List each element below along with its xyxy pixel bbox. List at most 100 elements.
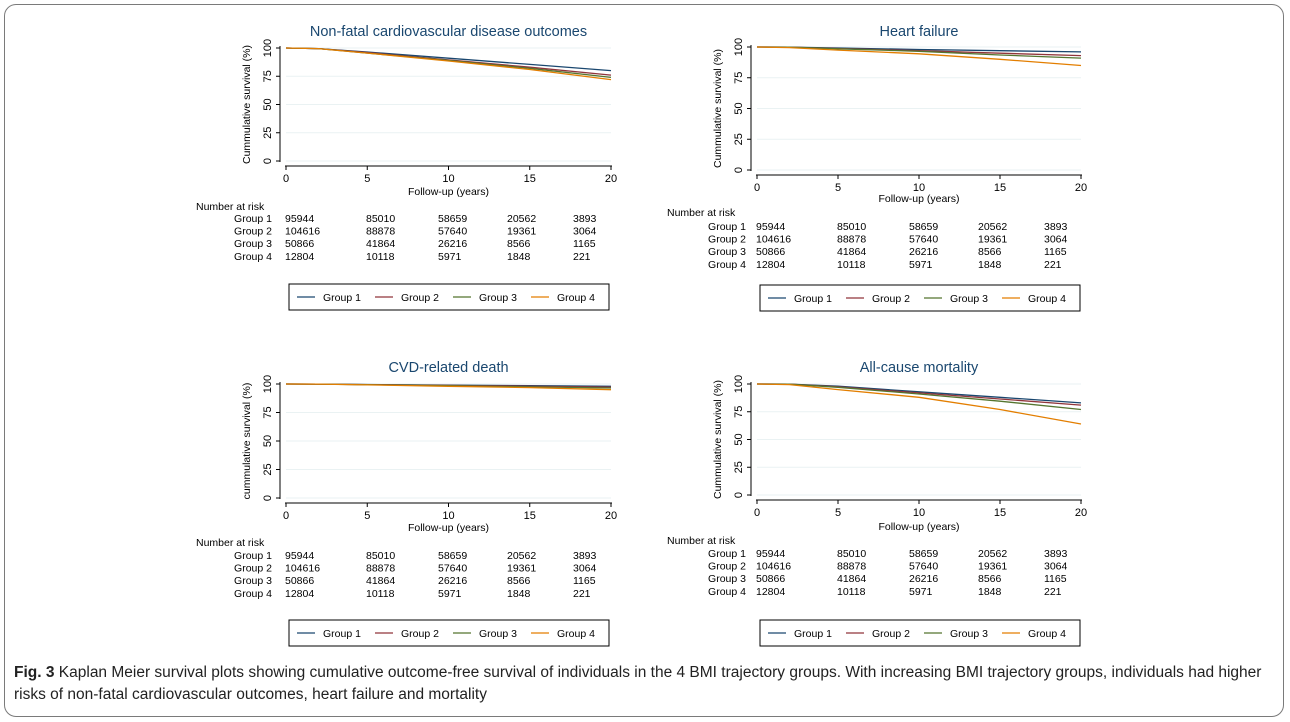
risk-table-value: 10118	[837, 259, 866, 271]
legend-label: Group 2	[872, 628, 910, 640]
y-tick-label: 0	[262, 495, 274, 501]
legend-box	[288, 283, 610, 311]
risk-table-value: 85010	[366, 213, 395, 225]
y-tick-label: 0	[733, 492, 745, 498]
caption-label: Fig. 3	[14, 664, 55, 681]
risk-table-value: 50866	[756, 246, 785, 258]
risk-table-value: 5971	[909, 586, 933, 598]
risk-table-group-label: Group 3	[234, 575, 272, 587]
risk-table-value: 221	[573, 588, 591, 600]
legend-label: Group 4	[557, 628, 595, 640]
y-tick-label: 25	[733, 461, 745, 473]
risk-table-value: 3893	[573, 550, 597, 562]
legend-label: Group 2	[401, 628, 439, 640]
risk-table-group-label: Group 2	[708, 561, 746, 573]
risk-table-value: 41864	[837, 246, 866, 258]
risk-table-value: 8566	[507, 575, 531, 587]
risk-table-group-label: Group 1	[234, 213, 272, 225]
legend-box	[759, 619, 1081, 647]
x-tick-label: 20	[605, 173, 617, 185]
risk-table-value: 221	[573, 251, 591, 263]
x-tick-label: 0	[283, 510, 289, 522]
chart-title: CVD-related death	[388, 360, 508, 376]
risk-table-value: 58659	[909, 221, 938, 233]
risk-table-value: 104616	[285, 563, 320, 575]
chart-panel-1: Non-fatal cardiovascular disease outcome…	[196, 24, 617, 311]
x-tick-label: 0	[283, 173, 289, 185]
risk-table-group-label: Group 3	[234, 238, 272, 250]
risk-table-header: Number at risk	[667, 207, 736, 219]
risk-table-value: 26216	[909, 246, 938, 258]
x-tick-label: 10	[442, 173, 454, 185]
risk-table-value: 12804	[756, 586, 785, 598]
y-tick-label: 50	[262, 435, 274, 447]
chart-legend: Group 1 Group 2 Group 3 Group 4	[288, 283, 610, 311]
chart-panel-4: All-cause mortality0255075100Cummulative…	[667, 360, 1087, 647]
risk-table-value: 95944	[756, 221, 785, 233]
legend-label: Group 3	[479, 628, 517, 640]
x-tick-label: 10	[913, 507, 925, 519]
risk-table-value: 58659	[909, 548, 938, 560]
y-tick-label: 100	[733, 38, 745, 56]
figure-caption: Fig. 3 Kaplan Meier survival plots showi…	[14, 662, 1276, 706]
y-tick-label: 0	[262, 158, 274, 164]
risk-table-value: 3064	[573, 563, 597, 575]
series-line-group-4	[285, 47, 612, 81]
risk-table-value: 1848	[507, 588, 531, 600]
x-tick-label: 15	[994, 507, 1006, 519]
legend-box	[759, 284, 1081, 312]
x-axis-label: Follow-up (years)	[408, 186, 489, 198]
y-axis-label: Cummulative survival (%)	[241, 45, 253, 164]
legend-label: Group 2	[872, 293, 910, 305]
risk-table-value: 88878	[366, 563, 395, 575]
risk-table-value: 10118	[837, 586, 866, 598]
legend-label: Group 1	[323, 628, 361, 640]
risk-table-value: 85010	[837, 548, 866, 560]
x-tick-label: 5	[835, 182, 841, 194]
x-tick-label: 15	[524, 173, 536, 185]
legend-label: Group 3	[479, 292, 517, 304]
risk-table-group-label: Group 3	[708, 573, 746, 585]
risk-table-value: 8566	[978, 573, 1002, 585]
risk-table-value: 20562	[978, 548, 1007, 560]
risk-table-value: 26216	[438, 575, 467, 587]
risk-table-value: 10118	[366, 588, 395, 600]
risk-table-value: 10118	[366, 251, 395, 263]
legend-label: Group 3	[950, 628, 988, 640]
y-tick-label: 50	[262, 98, 274, 110]
y-tick-label: 75	[733, 406, 745, 418]
risk-table-value: 85010	[837, 221, 866, 233]
risk-table-value: 104616	[285, 226, 320, 238]
risk-table-value: 1848	[507, 251, 531, 263]
risk-table-value: 41864	[366, 238, 395, 250]
x-tick-label: 20	[1075, 507, 1087, 519]
x-tick-label: 5	[364, 510, 370, 522]
risk-table-value: 5971	[438, 588, 462, 600]
y-axis-label: Cummulative survival (%)	[712, 49, 724, 168]
risk-table-group-label: Group 3	[708, 246, 746, 258]
risk-table-value: 95944	[285, 550, 314, 562]
risk-table-value: 12804	[285, 251, 314, 263]
y-tick-label: 25	[262, 127, 274, 139]
series-line-group-4	[756, 46, 1082, 67]
risk-table-value: 104616	[756, 561, 791, 573]
risk-table-value: 1165	[1044, 573, 1067, 585]
legend-label: Group 2	[401, 292, 439, 304]
risk-table-value: 1165	[573, 575, 596, 587]
risk-table-value: 19361	[507, 563, 536, 575]
chart-title: Heart failure	[880, 24, 959, 40]
legend-label: Group 3	[950, 293, 988, 305]
risk-table-value: 20562	[507, 550, 536, 562]
risk-table-group-label: Group 4	[708, 586, 746, 598]
risk-table-value: 57640	[909, 234, 938, 246]
risk-table-group-label: Group 4	[708, 259, 746, 271]
chart-legend: Group 1 Group 2 Group 3 Group 4	[288, 619, 610, 647]
risk-table-value: 57640	[909, 561, 938, 573]
x-axis-label: Follow-up (years)	[878, 521, 959, 533]
risk-table-value: 95944	[285, 213, 314, 225]
y-axis-label: Cummulative survival (%)	[712, 380, 724, 499]
risk-table-value: 221	[1044, 586, 1062, 598]
y-tick-label: 75	[733, 72, 745, 84]
